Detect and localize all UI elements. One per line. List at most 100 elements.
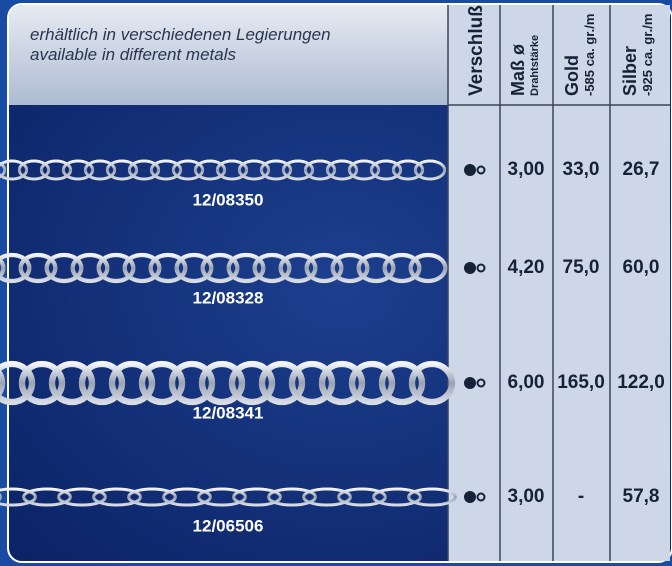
clasp-body (464, 164, 476, 176)
chain-link (127, 487, 177, 507)
chain-link (369, 159, 403, 181)
clasp-icon (464, 491, 486, 503)
chain-link (78, 360, 126, 406)
chain-link (258, 360, 306, 406)
column-title: Silber (620, 46, 640, 96)
clasp-ring (476, 165, 486, 175)
chain-link (96, 252, 136, 284)
clasp-ring (476, 378, 486, 388)
chain-link (200, 252, 240, 284)
column-subtitle: Drahtstärke (529, 35, 541, 96)
chain-link (378, 360, 426, 406)
chain-link (0, 369, 6, 397)
chain-link (122, 252, 162, 284)
chain-link (0, 159, 29, 181)
chain-link (337, 487, 387, 507)
mass: 4,20 (508, 257, 545, 278)
column-title: Gold (562, 55, 582, 96)
chain-link (303, 159, 337, 181)
chain-link (61, 159, 95, 181)
chain-link (413, 159, 447, 181)
chain (0, 159, 447, 181)
chain-link (325, 159, 359, 181)
chain (0, 252, 448, 284)
chain-link (288, 360, 336, 406)
silver-weight: 57,8 (623, 486, 660, 507)
gold-weight: - (578, 486, 584, 507)
chain-link (197, 487, 247, 507)
chain-link (105, 159, 139, 181)
column-title: Maß ø (508, 44, 528, 96)
chain-link (408, 360, 456, 406)
chain-link (193, 159, 227, 181)
chain-link (304, 252, 344, 284)
chain-link (70, 252, 110, 284)
chain-link (382, 252, 422, 284)
chain-link (252, 252, 292, 284)
chain-link (237, 159, 271, 181)
clasp-icon (464, 164, 486, 176)
chain-link (39, 159, 73, 181)
chain-link (162, 487, 212, 507)
chain-link (92, 487, 142, 507)
chain-link (171, 159, 205, 181)
article-code: 12/08341 (193, 403, 264, 422)
clasp-icon (464, 377, 486, 389)
article-code: 12/08328 (193, 288, 264, 307)
clasp-body (464, 491, 476, 503)
chain-link (228, 360, 276, 406)
chain-link (347, 159, 381, 181)
chain-link (108, 360, 156, 406)
table-area (448, 5, 670, 561)
chain-link (278, 252, 318, 284)
chain-link (0, 487, 37, 507)
chain-link (149, 159, 183, 181)
clasp-ring (476, 263, 486, 273)
chain (0, 487, 457, 507)
article-code: 12/06506 (193, 516, 264, 535)
mass: 6,00 (508, 372, 545, 393)
chain-link (0, 360, 36, 406)
chain-link (148, 252, 188, 284)
chain-link (127, 159, 161, 181)
gold-weight: 33,0 (563, 159, 600, 180)
chain-link (57, 487, 107, 507)
chain-link (174, 252, 214, 284)
chain-link (267, 487, 317, 507)
chain-link (407, 487, 457, 507)
chain-link (18, 252, 58, 284)
chain-link (356, 252, 396, 284)
chain-link (168, 360, 216, 406)
chain-link (232, 487, 282, 507)
silver-weight: 26,7 (623, 159, 660, 180)
chain-link (18, 360, 66, 406)
header-band (9, 5, 448, 105)
chain-link (48, 360, 96, 406)
gold-weight: 165,0 (557, 372, 605, 393)
chain-link (44, 252, 84, 284)
chain-link (302, 487, 352, 507)
chain-link (391, 159, 425, 181)
chain-link (372, 487, 422, 507)
chain-link (0, 161, 7, 179)
chain (0, 360, 456, 406)
chain-link (281, 159, 315, 181)
chain-link (0, 252, 32, 284)
column-subtitle: -585 ca. gr./m (582, 14, 597, 96)
chain-link (138, 360, 186, 406)
column-subtitle: -925 ca. gr./m (640, 14, 655, 96)
chain-link (226, 252, 266, 284)
chain-link (198, 360, 246, 406)
chain-link (0, 257, 6, 279)
chain-link (348, 360, 396, 406)
chain-link (17, 159, 51, 181)
chain-link (318, 360, 366, 406)
chain-link (330, 252, 370, 284)
clasp-body (464, 262, 476, 274)
chain-link (259, 159, 293, 181)
silver-weight: 60,0 (623, 257, 660, 278)
chain-link (22, 487, 72, 507)
silver-weight: 122,0 (617, 372, 665, 393)
mass: 3,00 (508, 486, 545, 507)
